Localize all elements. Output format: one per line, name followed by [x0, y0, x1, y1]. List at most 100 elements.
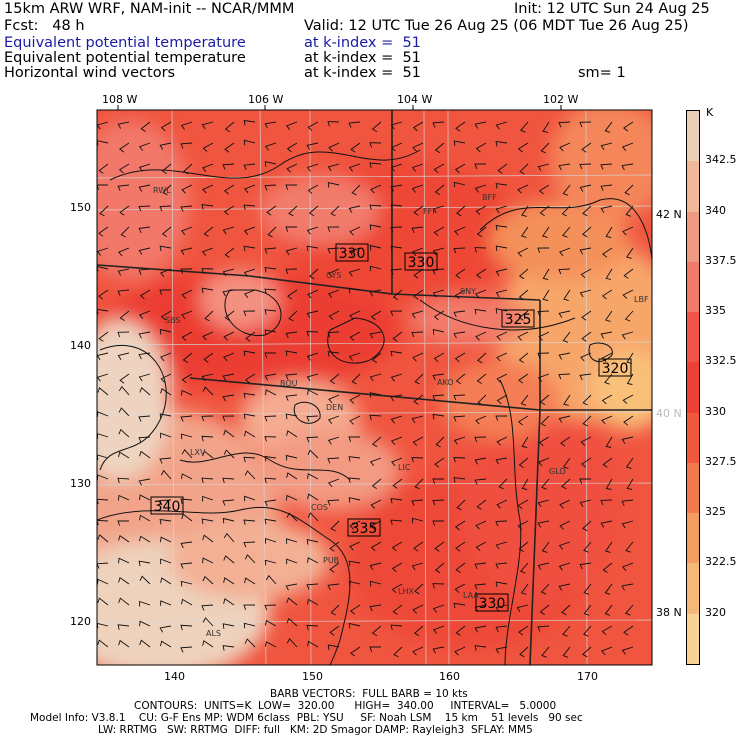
- wind-barb: [392, 604, 403, 615]
- wind-barb: [496, 436, 508, 446]
- wind-barb: [98, 289, 109, 300]
- wind-barb: [180, 580, 193, 587]
- wind-barb: [474, 121, 487, 129]
- wind-barb: [518, 352, 529, 363]
- wind-barb: [582, 394, 592, 406]
- station-id: BOU: [280, 379, 298, 388]
- wind-barb: [583, 604, 592, 616]
- wind-barb: [327, 163, 340, 172]
- colorbar-segment: [687, 211, 699, 262]
- wind-barb: [201, 415, 214, 422]
- forecast-hour: Fcst: 48 h: [4, 18, 85, 34]
- wind-barb: [264, 373, 277, 381]
- wind-barb: [600, 499, 613, 506]
- wind-barb: [327, 644, 340, 650]
- wind-barb: [604, 373, 613, 385]
- wind-barb: [243, 119, 256, 126]
- wind-barb: [160, 352, 172, 362]
- wind-barb: [474, 289, 487, 299]
- wind-barb: [201, 247, 214, 256]
- contour-label: 330: [404, 252, 438, 271]
- wind-barb: [285, 454, 298, 461]
- wind-barb: [605, 226, 613, 238]
- wind-barb: [498, 478, 508, 490]
- wind-barb: [181, 389, 193, 396]
- wind-barb: [537, 247, 550, 253]
- wind-barb: [202, 184, 214, 194]
- wind-barb: [118, 163, 130, 174]
- wind-barb: [391, 457, 403, 467]
- wind-barb: [517, 415, 529, 426]
- wind-barb: [138, 226, 151, 234]
- wind-barb: [97, 387, 109, 396]
- field3-level: at k-index = 51: [304, 65, 421, 81]
- wind-barb: [495, 646, 508, 654]
- wind-barb: [371, 121, 382, 133]
- wind-barb: [285, 247, 298, 256]
- wind-barb: [264, 121, 277, 129]
- wind-barb: [626, 247, 634, 259]
- wind-barb: [518, 289, 529, 301]
- wind-barb: [161, 163, 172, 174]
- wind-barb: [97, 265, 109, 272]
- wind-barb: [411, 184, 424, 193]
- wind-barb: [306, 624, 319, 631]
- wind-barb: [600, 205, 613, 213]
- wind-barb: [348, 560, 361, 567]
- wind-barb: [348, 352, 361, 361]
- wind-barb: [202, 534, 214, 543]
- wind-barb: [541, 478, 550, 490]
- wind-barb: [558, 583, 571, 591]
- wind-barb: [579, 247, 592, 255]
- wind-barb: [306, 331, 319, 337]
- wind-barb: [496, 499, 508, 509]
- wind-barb: [264, 604, 277, 611]
- lon-label-102w: 102 W: [543, 93, 579, 106]
- wind-barb: [348, 247, 361, 256]
- wind-barb: [159, 413, 172, 419]
- wind-barb: [288, 310, 298, 322]
- wind-barb: [411, 226, 424, 233]
- wind-barb: [264, 559, 277, 566]
- wind-barb: [369, 604, 382, 612]
- wind-barb: [495, 520, 508, 527]
- wind-barb: [307, 512, 319, 522]
- wind-barb: [306, 352, 319, 361]
- wind-barb: [328, 142, 340, 152]
- wind-barb: [97, 454, 109, 461]
- wind-barb: [223, 352, 235, 362]
- wind-barb: [520, 583, 529, 595]
- wind-barb: [264, 288, 277, 295]
- wind-barb: [243, 413, 256, 420]
- wind-barb: [138, 478, 151, 486]
- wind-barb: [371, 352, 382, 363]
- wind-barb: [475, 205, 487, 215]
- wind-barb: [222, 373, 235, 381]
- wind-barb: [286, 472, 298, 480]
- station-id: LAA: [463, 591, 479, 600]
- colorbar-label: 335: [705, 304, 726, 318]
- wind-barb: [160, 268, 172, 278]
- wind-barb: [393, 646, 403, 658]
- wind-barb: [264, 161, 277, 167]
- wind-barb: [516, 604, 529, 613]
- wind-barb: [223, 429, 235, 438]
- wind-barb: [411, 331, 424, 338]
- wind-barb: [307, 121, 319, 131]
- wind-barb: [181, 331, 193, 341]
- wind-barb: [265, 537, 277, 544]
- station-id: RWL: [153, 186, 171, 195]
- wind-barb: [202, 575, 214, 585]
- wind-barb: [432, 625, 445, 634]
- station-id: COS: [311, 503, 328, 512]
- wind-barb: [222, 477, 235, 484]
- wind-barb: [582, 205, 592, 217]
- wind-barb: [118, 534, 130, 543]
- wind-barb: [474, 562, 487, 569]
- wind-barb: [328, 310, 340, 320]
- wind-barb: [520, 121, 529, 133]
- wind-barb: [243, 604, 256, 610]
- wind-barb: [518, 310, 529, 321]
- wind-barb: [432, 205, 445, 214]
- wind-barb: [496, 352, 508, 362]
